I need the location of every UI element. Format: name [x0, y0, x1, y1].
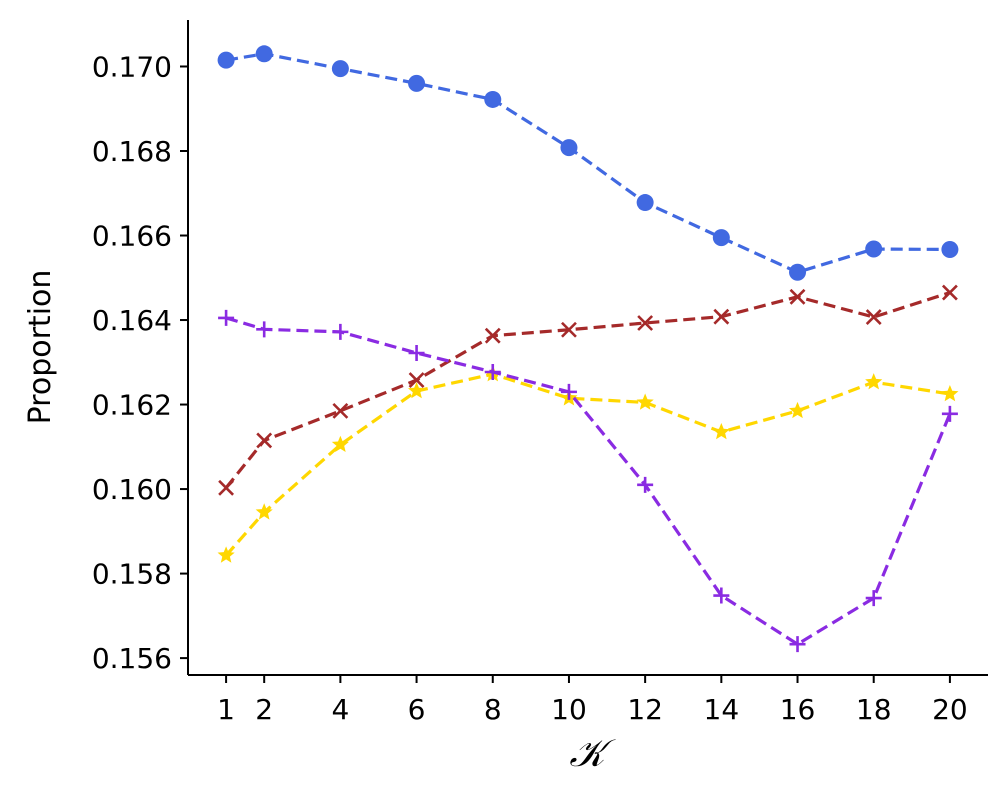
data-point — [789, 636, 806, 653]
series-layer — [217, 45, 959, 653]
data-point — [941, 405, 958, 422]
series-line — [225, 52, 950, 274]
series-4 — [218, 309, 958, 653]
data-point — [218, 309, 235, 326]
data-point — [484, 327, 501, 344]
x-tick-label: 16 — [780, 693, 816, 726]
series-1 — [217, 45, 959, 281]
y-tick-label: 0.162 — [92, 389, 172, 422]
y-tick-label: 0.164 — [92, 304, 172, 337]
data-point — [941, 240, 959, 258]
data-point — [218, 479, 235, 496]
data-point — [332, 402, 349, 419]
x-tick-label: 20 — [932, 693, 968, 726]
data-point — [255, 503, 273, 520]
data-point — [712, 229, 730, 247]
data-point — [941, 384, 959, 402]
data-point — [256, 321, 273, 338]
data-point — [865, 309, 882, 325]
data-point — [332, 323, 349, 340]
series-line — [224, 291, 951, 489]
x-tick-label: 10 — [551, 693, 587, 726]
data-point — [408, 74, 426, 92]
data-point — [560, 383, 577, 400]
x-tick-label: 12 — [627, 693, 663, 726]
series-2 — [218, 284, 958, 496]
data-point — [408, 372, 425, 388]
y-tick-label: 0.168 — [92, 135, 172, 168]
data-point — [713, 308, 730, 325]
series-line — [224, 372, 951, 557]
y-tick-label: 0.156 — [92, 642, 172, 675]
data-point — [637, 476, 654, 493]
data-point — [636, 194, 654, 212]
data-point — [637, 315, 654, 331]
data-point — [865, 373, 883, 390]
data-point — [789, 288, 806, 305]
data-point — [560, 139, 578, 157]
data-point — [331, 60, 349, 78]
data-point — [713, 587, 730, 604]
data-point — [217, 51, 235, 69]
data-point — [865, 240, 883, 258]
data-point — [712, 423, 730, 440]
y-tick-label: 0.166 — [92, 220, 172, 253]
series-3 — [217, 365, 959, 563]
y-axis-label: Proportion — [23, 270, 58, 425]
y-ticks: 0.156 0.158 0.160 0.162 0.164 0.166 0.168 0.170 — [92, 50, 188, 675]
data-point — [256, 432, 273, 449]
x-tick-label: 14 — [704, 693, 740, 726]
x-tick-label: 8 — [484, 693, 502, 726]
series-line — [225, 316, 952, 647]
data-point — [408, 382, 426, 399]
data-point — [788, 401, 807, 419]
data-point — [789, 263, 807, 281]
data-point — [331, 435, 349, 452]
data-point — [636, 393, 654, 410]
data-point — [561, 321, 577, 338]
x-tick-label: 1 — [217, 693, 235, 726]
x-ticks: 1 2 4 6 8 10 12 14 16 18 20 — [217, 675, 968, 726]
data-point — [941, 284, 958, 301]
data-point — [255, 45, 273, 63]
data-point — [217, 546, 235, 563]
data-point — [865, 590, 882, 607]
x-axis-label: 𝒦 — [569, 731, 616, 775]
data-point — [484, 90, 502, 108]
y-tick-label: 0.170 — [92, 50, 172, 83]
x-tick-label: 18 — [856, 693, 892, 726]
y-tick-label: 0.160 — [92, 473, 172, 506]
data-point — [408, 344, 425, 361]
x-tick-label: 4 — [331, 693, 349, 726]
x-tick-label: 2 — [255, 693, 273, 726]
data-point — [484, 364, 501, 381]
x-tick-label: 6 — [408, 693, 426, 726]
y-tick-label: 0.158 — [92, 558, 172, 591]
